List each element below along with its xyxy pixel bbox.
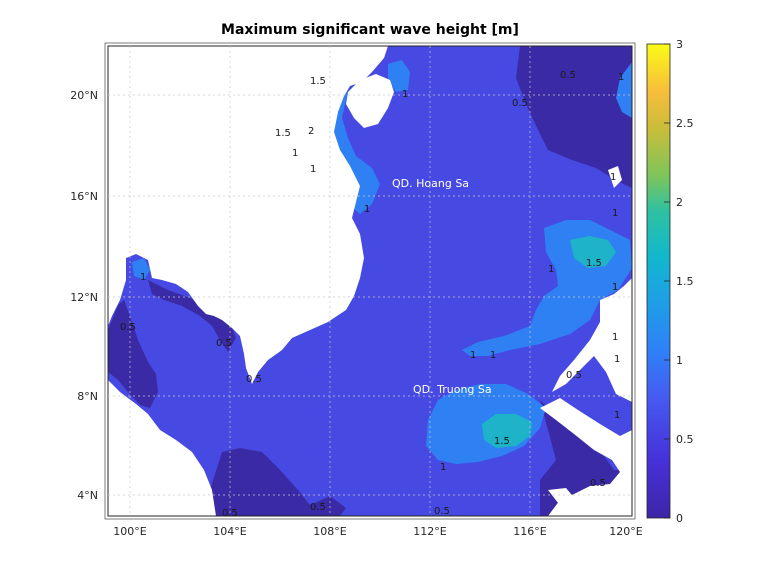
contour-label: 0.5 (566, 370, 582, 381)
x-tick-label: 104°E (213, 525, 246, 538)
colorbar-tick-label: 1.5 (676, 275, 694, 288)
colorbar-tick-label: 0 (676, 512, 683, 525)
place-label-truong-sa: QD. Truong Sa (413, 383, 492, 396)
wave-height-map (108, 46, 632, 516)
colorbar: 3 2.5 2 1.5 1 0.5 0 (646, 38, 694, 525)
contour-label: 0.5 (222, 508, 238, 519)
contour-label: 0.5 (560, 70, 576, 81)
y-tick-label: 12°N (70, 291, 98, 304)
land-borneo (540, 398, 632, 516)
map-frame (107, 45, 633, 517)
contour-label: 1 (614, 354, 620, 365)
colorbar-tick-label: 2.5 (676, 117, 694, 130)
contour-label: 1 (402, 89, 408, 100)
contour-low-thailand-coast (148, 280, 236, 352)
contour-label: 1 (610, 172, 616, 183)
colorbar-tick-label: 0.5 (676, 433, 694, 446)
chart-title: Maximum significant wave height [m] (221, 22, 519, 38)
contour-label: 2 (308, 126, 314, 137)
land-borneo-tip (548, 488, 576, 508)
x-tick-label: 112°E (413, 525, 446, 538)
contour-labels: 1.5 1 2 1.5 1 1 1 0.5 1 1 1 0.5 0.5 1 1.… (120, 70, 624, 519)
contour-label: 1 (292, 148, 298, 159)
contour-mid-thailand (132, 258, 150, 280)
contour-label: 1 (612, 282, 618, 293)
contour-high-philippines (570, 236, 616, 268)
contour-mid-north-east (388, 60, 410, 92)
contour-label: 1 (310, 164, 316, 175)
land-malay-peninsula (108, 380, 216, 516)
contour-label: 1 (612, 332, 618, 343)
place-label-hoang-sa: QD. Hoang Sa (392, 177, 469, 190)
x-tick-label: 108°E (313, 525, 346, 538)
contour-label: 0.5 (120, 322, 136, 333)
contour-label: 1 (548, 264, 554, 275)
contour-label: 0.5 (310, 502, 326, 513)
contour-mid-east-top (616, 62, 632, 118)
contour-label: 0.5 (434, 506, 450, 517)
contour-label: 1 (612, 208, 618, 219)
contour-label: 1.5 (494, 436, 510, 447)
contour-label: 1 (614, 410, 620, 421)
contour-label: 1.5 (586, 258, 602, 269)
contour-label: 1 (364, 204, 370, 215)
x-tick-label: 120°E (609, 525, 642, 538)
x-axis: 100°E 104°E 108°E 112°E 116°E 120°E (113, 525, 642, 538)
land-hainan (346, 74, 394, 128)
y-tick-label: 16°N (70, 190, 98, 203)
contour-low-northeast (516, 46, 632, 188)
y-tick-label: 8°N (77, 390, 98, 403)
contour-low-south (210, 448, 346, 516)
map-outer-frame (104, 42, 636, 520)
contour-label: 1 (490, 350, 496, 361)
contour-label: 0.5 (246, 374, 262, 385)
contour-label: 1 (440, 462, 446, 473)
x-tick-label: 100°E (113, 525, 146, 538)
land-taiwan-edge (608, 166, 622, 188)
contour-label: 1.5 (310, 76, 326, 87)
contour-label: 0.5 (590, 478, 606, 489)
x-tick-label: 116°E (513, 525, 546, 538)
contour-label: 1 (470, 350, 476, 361)
contour-label: 1 (140, 272, 146, 283)
colorbar-tick-label: 2 (676, 196, 683, 209)
y-tick-label: 4°N (77, 489, 98, 502)
land-philippines (552, 278, 632, 402)
land-mainland (108, 46, 388, 384)
contour-low-gulf-thailand (108, 300, 158, 408)
graticule (108, 46, 632, 516)
y-axis: 20°N 16°N 12°N 8°N 4°N (70, 89, 98, 502)
contour-label: 1 (618, 72, 624, 83)
contour-high-spratly (482, 414, 532, 448)
y-tick-label: 20°N (70, 89, 98, 102)
contour-label: 0.5 (216, 338, 232, 349)
colorbar-tick-label: 1 (676, 354, 683, 367)
colorbar-tick-label: 3 (676, 38, 683, 51)
contour-label: 1.5 (275, 128, 291, 139)
contour-label: 0.5 (512, 98, 528, 109)
